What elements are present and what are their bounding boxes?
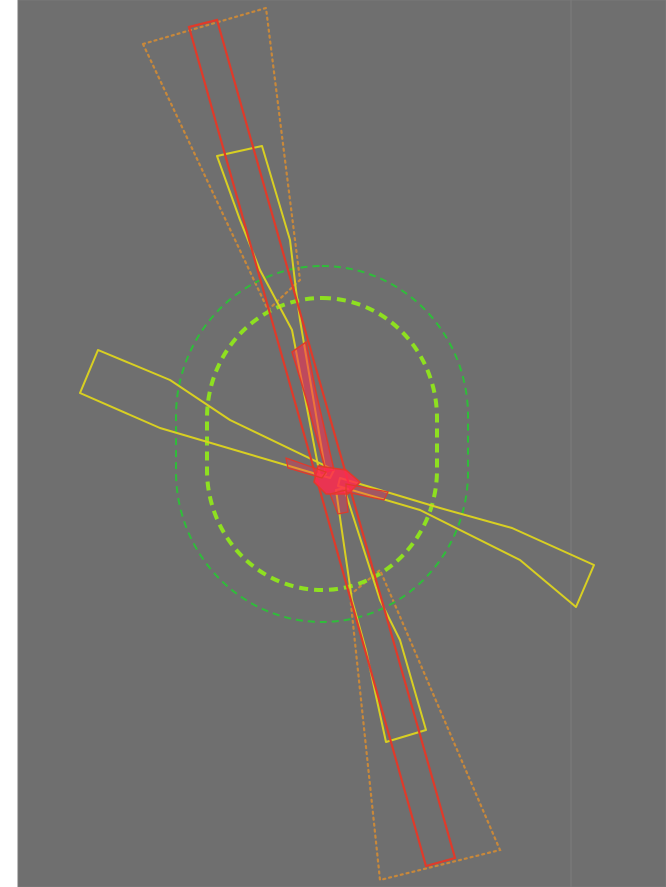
red-side-right — [345, 483, 389, 501]
dotted-wedge-upper — [141, 6, 302, 312]
dotted-wedge-lower — [348, 568, 502, 882]
canvas-background — [17, 0, 666, 887]
red-beam-outline — [187, 18, 457, 868]
red-side-left — [285, 457, 327, 479]
red-lower-fin — [329, 489, 349, 515]
green-outer-zone — [175, 265, 469, 623]
green-inner-zone — [205, 296, 439, 592]
yellow-blade-right — [337, 477, 595, 608]
